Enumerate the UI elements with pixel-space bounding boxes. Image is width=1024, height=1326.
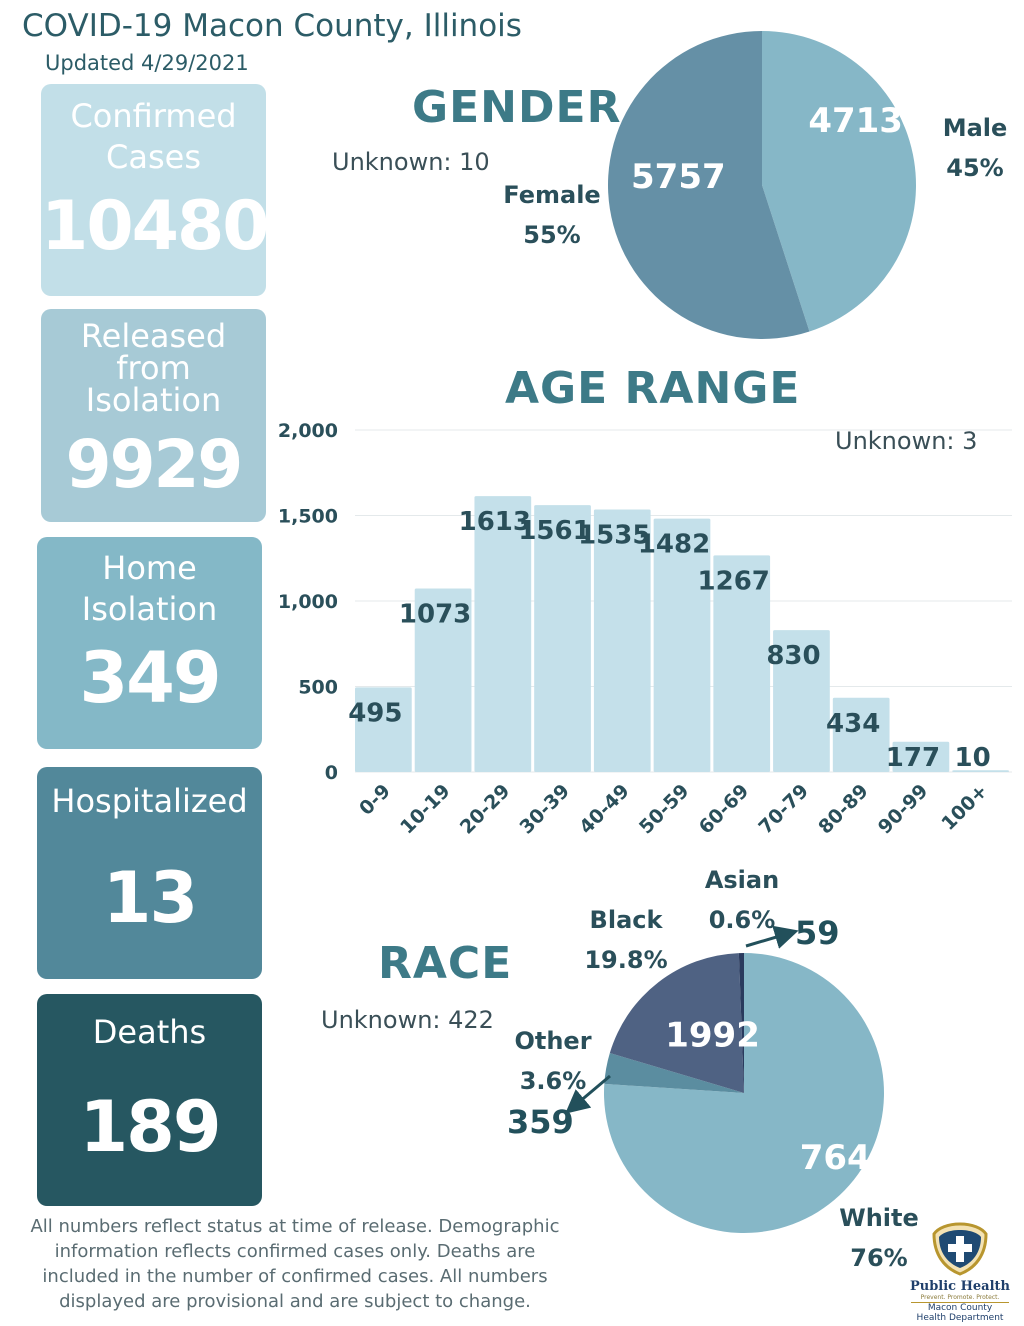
deaths-label: Deaths <box>92 1013 207 1051</box>
age-bar <box>593 509 651 772</box>
x-tick-label: 10-19 <box>396 780 455 839</box>
x-tick-label: 40-49 <box>575 780 634 839</box>
age-bar-value: 1535 <box>578 521 650 551</box>
age-bar-value: 1613 <box>459 507 531 537</box>
race-value-white: 7648 <box>800 1138 895 1178</box>
age-bar-value: 1073 <box>399 600 471 630</box>
age-bar-value: 1561 <box>518 516 590 546</box>
asian-arrow <box>745 925 799 949</box>
x-tick-label: 60-69 <box>695 780 754 839</box>
logo-tagline: Prevent. Promote. Protect. <box>920 1294 1000 1301</box>
hospitalized-card: Hospitalized 13 <box>37 767 262 979</box>
age-bar-value: 1482 <box>638 530 710 560</box>
race-title: RACE <box>378 938 513 989</box>
black-legend: Black 19.8% <box>584 906 668 974</box>
race-pie-chart: 7648 1992 <box>565 925 895 1233</box>
age-bar-value: 434 <box>826 709 880 739</box>
updated-date: Updated 4/29/2021 <box>45 51 249 75</box>
age-bar <box>773 630 830 772</box>
gender-pie-chart: 4713 5757 <box>608 31 917 339</box>
y-tick-label: 0 <box>325 762 338 784</box>
gender-title: GENDER <box>412 82 622 133</box>
logo-name: Public Health <box>909 1279 1010 1294</box>
released-from-isolation-card: Released from Isolation 9929 <box>41 309 266 522</box>
disclaimer-text: All numbers reflect status at time of re… <box>30 1216 560 1312</box>
gender-value-male: 4713 <box>808 101 903 141</box>
x-tick-label: 100+ <box>937 780 992 835</box>
home-isolation-value: 349 <box>79 637 221 719</box>
released-from-isolation-value: 9929 <box>65 426 244 503</box>
age-bar <box>713 555 771 772</box>
x-tick-label: 90-99 <box>874 780 933 839</box>
male-legend: Male 45% <box>942 114 1008 182</box>
age-bar-value: 10 <box>955 743 991 773</box>
x-tick-label: 30-39 <box>516 780 575 839</box>
age-bar <box>474 496 532 772</box>
race-slice-other <box>604 1053 744 1093</box>
logo-org: Macon County Health Department <box>911 1302 1009 1323</box>
age-bar-value: 177 <box>886 743 940 773</box>
hospitalized-value: 13 <box>102 857 198 939</box>
home-isolation-card: Home Isolation 349 <box>37 537 262 749</box>
gender-unknown: Unknown: 10 <box>332 148 490 176</box>
confirmed-cases-label: Confirmed Cases <box>70 97 237 176</box>
age-bar <box>355 687 412 772</box>
x-tick-label: 20-29 <box>456 780 515 839</box>
other-arrow <box>565 1074 611 1114</box>
female-legend: Female 55% <box>503 181 601 249</box>
age-range-title: AGE RANGE <box>505 363 801 414</box>
y-tick-label: 1,500 <box>278 506 338 528</box>
race-unknown: Unknown: 422 <box>321 1006 494 1034</box>
x-tick-label: 50-59 <box>635 780 694 839</box>
shield-icon <box>932 1222 988 1276</box>
deaths-card: Deaths 189 <box>37 994 262 1206</box>
asian-count: 59 <box>795 914 840 952</box>
public-health-logo: Public Health Prevent. Promote. Protect.… <box>905 1222 1015 1323</box>
hospitalized-label: Hospitalized <box>51 782 248 820</box>
age-bar <box>653 518 711 772</box>
x-tick-label: 70-79 <box>754 780 813 839</box>
white-legend: White 76% <box>839 1204 919 1272</box>
age-bar <box>952 770 1009 772</box>
gender-slice-male <box>762 31 917 332</box>
age-bar-value: 1267 <box>698 566 770 596</box>
asian-legend: Asian 0.6% <box>704 866 780 934</box>
other-count: 359 <box>507 1103 574 1141</box>
age-bar <box>892 741 950 772</box>
y-tick-label: 2,000 <box>278 420 338 442</box>
age-bar <box>414 588 472 772</box>
age-bar-value: 495 <box>348 698 402 728</box>
page-title: COVID-19 Macon County, Illinois <box>22 8 522 44</box>
y-tick-label: 500 <box>298 677 338 699</box>
age-unknown: Unknown: 3 <box>835 427 978 455</box>
confirmed-cases-card: Confirmed Cases 10480 <box>41 84 270 296</box>
x-tick-label: 0-9 <box>355 780 395 820</box>
age-bar-value: 830 <box>766 641 820 671</box>
y-tick-label: 1,000 <box>278 591 338 613</box>
x-tick-label: 80-89 <box>814 780 873 839</box>
gender-slice-female <box>608 31 810 339</box>
released-from-isolation-label: Released from Isolation <box>80 317 227 419</box>
gender-value-female: 5757 <box>631 157 726 197</box>
home-isolation-label: Home Isolation <box>81 549 218 628</box>
age-bar <box>534 505 591 772</box>
confirmed-cases-value: 10480 <box>41 187 270 266</box>
race-slice-black <box>609 953 744 1093</box>
race-value-black: 1992 <box>665 1016 760 1056</box>
race-slice-asian <box>738 953 744 1093</box>
age-bar <box>832 697 890 772</box>
deaths-value: 189 <box>79 1086 221 1168</box>
